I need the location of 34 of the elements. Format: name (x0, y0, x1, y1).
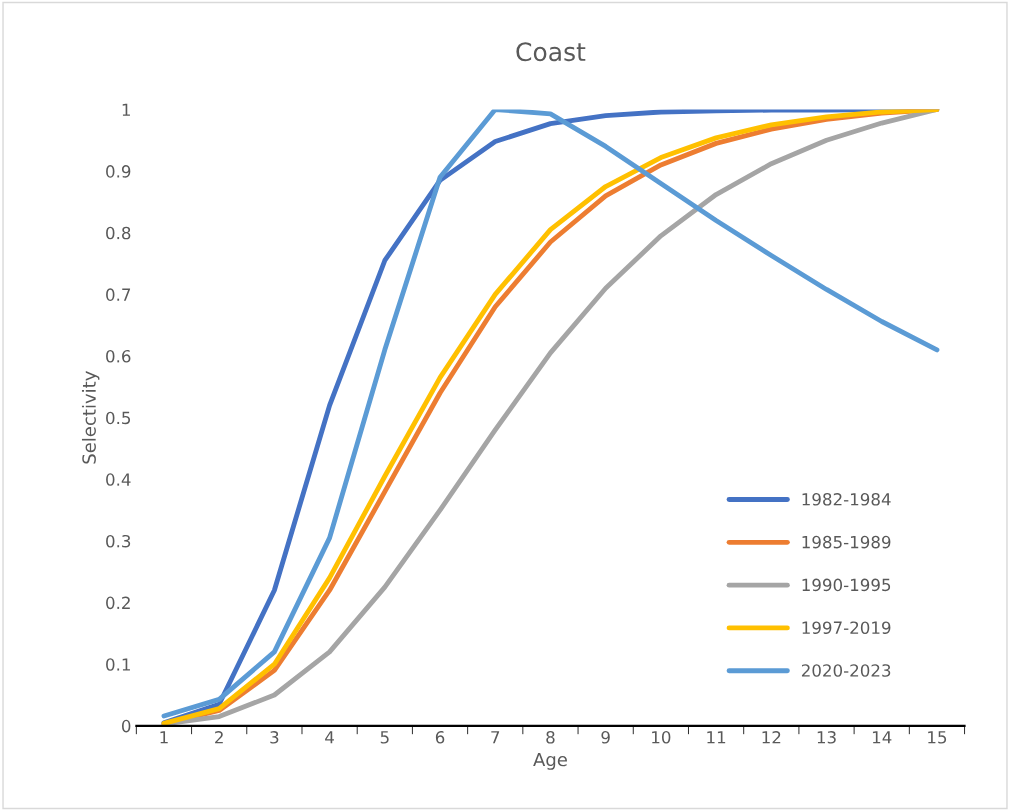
y-tick-label: 0 (121, 719, 131, 733)
y-tick-label: 0.1 (106, 658, 130, 671)
y-tick-label: 1 (122, 103, 130, 116)
x-tick-label: 5 (380, 731, 389, 744)
x-tick-label: 2 (215, 731, 223, 744)
x-tick-label: 15 (928, 731, 947, 744)
legend-label: 1985-1989 (802, 535, 891, 549)
legend-label: 1982-1984 (802, 493, 891, 506)
x-tick-label: 9 (601, 731, 610, 744)
y-tick-label: 0.3 (106, 534, 131, 548)
legend-label: 1997-2019 (802, 621, 891, 634)
x-tick-label: 3 (270, 731, 279, 744)
chart-title: Coast (516, 42, 586, 62)
x-tick-label: 6 (435, 731, 445, 744)
y-tick-label: 0.7 (106, 288, 131, 301)
x-axis-title: Age (533, 752, 567, 770)
legend-label: 2020-2023 (801, 664, 891, 677)
x-tick-label: 11 (707, 731, 726, 744)
x-tick-label: 13 (817, 731, 836, 744)
y-tick-label: 0.4 (106, 473, 131, 486)
x-tick-label: 14 (872, 731, 892, 744)
x-tick-label: 7 (491, 731, 500, 744)
x-tick-label: 8 (546, 731, 555, 744)
y-tick-label: 0.8 (106, 226, 131, 240)
y-axis-title: Selectivity (81, 371, 100, 464)
y-tick-label: 0.5 (106, 411, 131, 425)
y-tick-label: 0.2 (106, 596, 130, 610)
y-tick-label: 0.6 (106, 349, 131, 363)
x-tick-label: 1 (160, 731, 168, 744)
x-tick-label: 4 (325, 731, 334, 744)
x-tick-label: 12 (762, 731, 781, 744)
x-tick-label: 10 (652, 731, 671, 744)
legend-label: 1990-1995 (802, 578, 891, 592)
y-tick-label: 0.9 (106, 165, 131, 178)
